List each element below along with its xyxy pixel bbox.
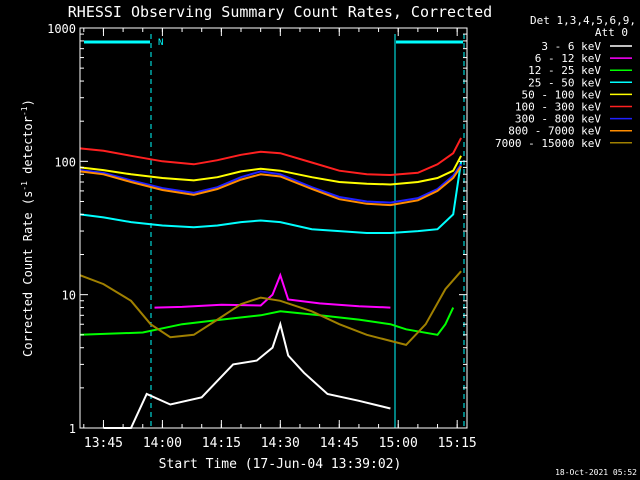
series-line-3 xyxy=(79,307,455,336)
legend-entry-label: 7000 - 15000 keV xyxy=(495,137,601,150)
y-axis-label-sup2: -1 xyxy=(20,106,29,116)
plot-area: N xyxy=(79,34,465,429)
x-tick-label: 14:15 xyxy=(202,436,241,451)
y-tick-label: 100 xyxy=(54,155,76,169)
y-axis: 1 10 100 1000 xyxy=(47,22,467,436)
legend-header-attenuator: Att 0 xyxy=(595,26,628,39)
footer-date: 18-Oct-2021 05:52 xyxy=(555,468,637,477)
x-tick-label: 13:45 xyxy=(84,436,123,451)
series-line-9 xyxy=(79,270,462,347)
legend-header-detectors: Det 1,3,4,5,6,9, xyxy=(530,14,636,27)
plot-frame xyxy=(79,27,468,429)
legend-entry-label: 3 - 6 keV xyxy=(541,40,601,53)
x-tick-label: 15:15 xyxy=(438,436,477,451)
x-tick-label: 14:30 xyxy=(261,436,300,451)
chart-title: RHESSI Observing Summary Count Rates, Co… xyxy=(68,3,492,21)
y-tick-label: 10 xyxy=(62,289,76,303)
x-tick-label: 14:00 xyxy=(143,436,182,451)
x-axis-label: Start Time (17-Jun-04 13:39:02) xyxy=(159,457,402,472)
series-line-6 xyxy=(79,137,462,177)
legend-entry-label: 6 - 12 keV xyxy=(535,52,602,65)
x-tick-label: 14:45 xyxy=(320,436,359,451)
x-tick-label: 15:00 xyxy=(379,436,418,451)
series-line-4 xyxy=(79,161,463,234)
night-marker-label: N xyxy=(158,38,163,48)
legend-entry-label: 50 - 100 keV xyxy=(522,88,602,101)
legend-entry-label: 12 - 25 keV xyxy=(528,64,601,77)
y-axis-label-sup1: -1 xyxy=(20,181,29,191)
y-axis-label-end: ) xyxy=(21,99,35,106)
series-line-1 xyxy=(103,320,391,429)
y-tick-label: 1000 xyxy=(47,22,76,36)
x-axis: 13:45 14:00 14:15 14:30 14:45 15:00 15:15 xyxy=(83,28,477,451)
series-line-8 xyxy=(79,165,462,207)
legend-entry-label: 300 - 800 keV xyxy=(515,113,601,126)
y-axis-label-main: Corrected Count Rate (s xyxy=(21,191,35,357)
y-axis-label: Corrected Count Rate (s-1 detector-1) xyxy=(20,99,35,357)
legend-entry-label: 800 - 7000 keV xyxy=(508,125,601,138)
legend-entry-label: 100 - 300 keV xyxy=(515,101,601,114)
series-line-5 xyxy=(79,155,462,186)
series-line-7 xyxy=(79,163,462,204)
y-axis-label-mid: detector xyxy=(21,116,35,181)
legend-entry-label: 25 - 50 keV xyxy=(528,76,601,89)
y-tick-label: 1 xyxy=(69,422,76,436)
series-line-2 xyxy=(154,272,391,309)
